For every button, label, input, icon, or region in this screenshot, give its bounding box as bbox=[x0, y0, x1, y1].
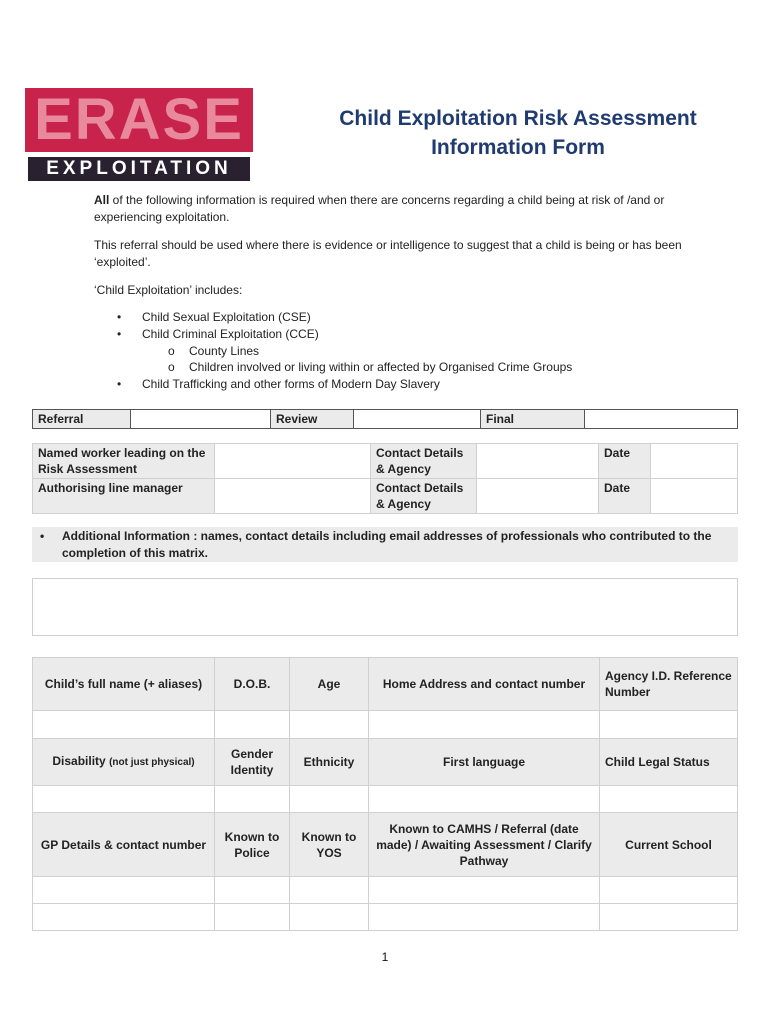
contact-field[interactable] bbox=[476, 478, 599, 514]
date-field[interactable] bbox=[650, 443, 738, 479]
gender-identity-header: Gender Identity bbox=[214, 738, 290, 786]
date-label: Date bbox=[598, 478, 651, 514]
bullet-item: Child Trafficking and other forms of Mod… bbox=[142, 377, 440, 391]
known-to-police-header: Known to Police bbox=[214, 812, 290, 877]
age-field[interactable] bbox=[289, 710, 369, 739]
workers-table: Named worker leading on the Risk Assessm… bbox=[32, 443, 738, 514]
camhs-field[interactable] bbox=[368, 876, 600, 904]
contact-label: Contact Details & Agency bbox=[370, 443, 477, 479]
disability-header: Disability (not just physical) bbox=[32, 738, 215, 786]
ethnicity-field[interactable] bbox=[289, 785, 369, 813]
sub-bullet-item: Children involved or living within or af… bbox=[189, 360, 573, 374]
intro-paragraph-2: This referral should be used where there… bbox=[94, 238, 682, 269]
legal-status-header: Child Legal Status bbox=[599, 738, 738, 786]
review-field[interactable] bbox=[353, 409, 481, 429]
known-to-yos-header: Known to YOS bbox=[289, 812, 369, 877]
line-manager-label: Authorising line manager bbox=[32, 478, 215, 514]
logo-exploitation: EXPLOITATION bbox=[28, 157, 250, 181]
legal-status-field[interactable] bbox=[599, 785, 738, 813]
referral-label: Referral bbox=[32, 409, 131, 429]
bullet-item: Child Criminal Exploitation (CCE) bbox=[142, 327, 319, 341]
gender-field[interactable] bbox=[214, 785, 290, 813]
current-school-header: Current School bbox=[599, 812, 738, 877]
intro-bold: All bbox=[94, 193, 110, 207]
bullet-item: Child Sexual Exploitation (CSE) bbox=[142, 310, 311, 324]
additional-info-text: Additional Information : names, contact … bbox=[62, 529, 712, 560]
yos-field[interactable] bbox=[289, 876, 369, 904]
age-header: Age bbox=[289, 657, 369, 711]
erase-exploitation-logo: ERASE EXPLOITATION bbox=[25, 88, 253, 182]
intro-paragraph-3: ‘Child Exploitation’ includes: bbox=[94, 283, 243, 297]
disability-note: (not just physical) bbox=[109, 757, 195, 768]
camhs-field[interactable] bbox=[368, 903, 600, 931]
line-manager-field[interactable] bbox=[214, 478, 371, 514]
agency-id-field[interactable] bbox=[599, 710, 738, 739]
date-label: Date bbox=[598, 443, 651, 479]
referral-field[interactable] bbox=[130, 409, 271, 429]
home-address-field[interactable] bbox=[368, 710, 600, 739]
additional-info-heading: • Additional Information : names, contact… bbox=[32, 527, 738, 562]
agency-id-header: Agency I.D. Reference Number bbox=[599, 657, 738, 711]
gp-field[interactable] bbox=[32, 876, 215, 904]
first-language-field[interactable] bbox=[368, 785, 600, 813]
yos-field[interactable] bbox=[289, 903, 369, 931]
page-title: Child Exploitation Risk Assessment Infor… bbox=[339, 107, 697, 159]
disability-field[interactable] bbox=[32, 785, 215, 813]
additional-info-field[interactable] bbox=[32, 578, 738, 636]
final-label: Final bbox=[480, 409, 585, 429]
child-details-table: Child’s full name (+ aliases) D.O.B. Age… bbox=[32, 657, 738, 931]
disability-label: Disability bbox=[52, 754, 106, 768]
date-field[interactable] bbox=[650, 478, 738, 514]
school-field[interactable] bbox=[599, 903, 738, 931]
named-worker-label: Named worker leading on the Risk Assessm… bbox=[32, 443, 215, 479]
contact-field[interactable] bbox=[476, 443, 599, 479]
ethnicity-header: Ethnicity bbox=[289, 738, 369, 786]
home-address-header: Home Address and contact number bbox=[368, 657, 600, 711]
police-field[interactable] bbox=[214, 903, 290, 931]
final-field[interactable] bbox=[584, 409, 738, 429]
school-field[interactable] bbox=[599, 876, 738, 904]
review-label: Review bbox=[270, 409, 354, 429]
named-worker-field[interactable] bbox=[214, 443, 371, 479]
page-number: 1 bbox=[381, 950, 389, 964]
child-name-header: Child’s full name (+ aliases) bbox=[32, 657, 215, 711]
gp-details-header: GP Details & contact number bbox=[32, 812, 215, 877]
dob-header: D.O.B. bbox=[214, 657, 290, 711]
intro-text: of the following information is required… bbox=[94, 193, 665, 224]
contact-label: Contact Details & Agency bbox=[370, 478, 477, 514]
police-field[interactable] bbox=[214, 876, 290, 904]
camhs-header: Known to CAMHS / Referral (date made) / … bbox=[368, 812, 600, 877]
first-language-header: First language bbox=[368, 738, 600, 786]
sub-bullet-item: County Lines bbox=[189, 344, 260, 358]
stage-table: Referral Review Final bbox=[32, 409, 738, 429]
logo-erase: ERASE bbox=[25, 88, 253, 152]
child-name-field[interactable] bbox=[32, 710, 215, 739]
gp-field[interactable] bbox=[32, 903, 215, 931]
intro-paragraph-1: All of the following information is requ… bbox=[94, 192, 694, 226]
dob-field[interactable] bbox=[214, 710, 290, 739]
